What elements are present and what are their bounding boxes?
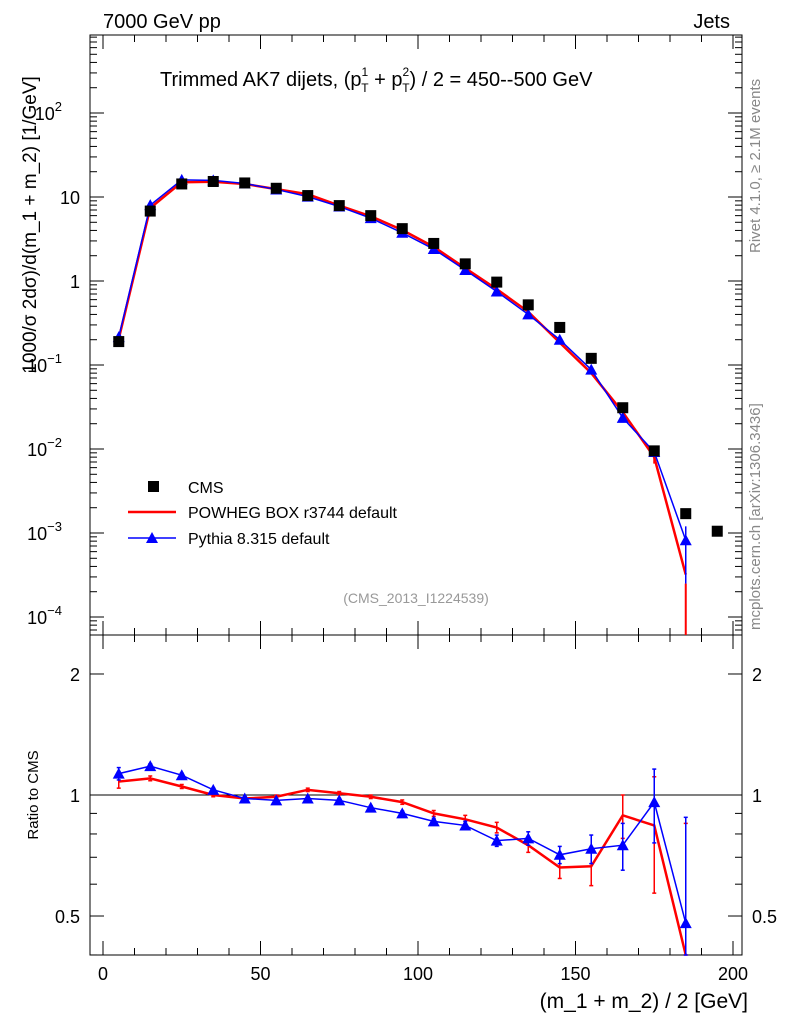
side-text-lower: mcplots.cern.ch [arXiv:1306.3436] (747, 403, 764, 630)
y-tick-label: 1 (70, 272, 80, 292)
title-sub-2: T (402, 81, 410, 95)
pythia-ratio-line (118, 765, 687, 924)
y-tick-label: 10−2 (27, 435, 62, 460)
cms-marker (711, 525, 723, 537)
side-text-upper: Rivet 4.1.0, ≥ 2.1M events (747, 79, 764, 253)
ratio-y-axis-label: Ratio to CMS (25, 750, 42, 839)
cms-marker (522, 299, 534, 311)
pythia-ratio-marker (301, 792, 314, 804)
cms-marker (270, 182, 282, 194)
analysis-tag: (CMS_2013_I1224539) (343, 590, 489, 606)
ratio-y-tick-label-left: 2 (70, 665, 80, 685)
cms-marker (585, 352, 597, 364)
y-axis-label: 1000/σ 2dσ)/d(m_1 + m_2) [1/GeV] (20, 76, 41, 374)
legend-cms-marker (148, 481, 159, 492)
pythia-ratio-marker (648, 796, 661, 808)
y-tick-label: 10−1 (27, 351, 62, 376)
pythia-ratio-marker (207, 783, 220, 795)
title-sub-1: T (361, 81, 369, 95)
pythia-ratio-marker (679, 917, 692, 929)
cms-marker (365, 210, 377, 222)
cms-marker (617, 402, 629, 414)
pythia-marker (522, 308, 535, 320)
ratio-y-tick-label-left: 1 (70, 786, 80, 806)
pythia-marker (616, 411, 629, 423)
pythia-ratio-marker (112, 767, 125, 779)
pythia-ratio-marker (427, 815, 440, 827)
title-sup-1: 1 (362, 65, 369, 79)
legend-cms-label: CMS (188, 480, 224, 497)
y-tick-label: 10−3 (27, 519, 62, 544)
cms-marker (333, 200, 345, 212)
x-tick-label: 100 (403, 964, 433, 984)
pythia-ratio-marker (144, 760, 157, 772)
header-right: Jets (693, 11, 730, 33)
x-tick-label: 0 (98, 964, 108, 984)
cms-marker (207, 175, 219, 187)
cms-marker (176, 178, 188, 190)
legend-pythia-label: Pythia 8.315 default (188, 531, 330, 548)
cms-marker (144, 205, 156, 217)
cms-marker (491, 276, 503, 288)
pythia-ratio-marker (238, 792, 251, 804)
legend: CMS POWHEG BOX r3744 default Pythia 8.31… (128, 480, 398, 548)
pythia-ratio-marker (459, 819, 472, 831)
cms-marker (680, 508, 692, 520)
cms-marker (239, 177, 251, 189)
cms-marker (113, 336, 125, 348)
header-left: 7000 GeV pp (103, 11, 221, 33)
pythia-marker (459, 264, 472, 276)
pythia-ratio-marker (270, 794, 283, 806)
pythia-ratio-marker (175, 769, 188, 781)
y-tick-label: 10 (60, 188, 80, 208)
cms-marker (554, 321, 566, 333)
ratio-y-tick-label-right: 1 (752, 786, 762, 806)
pythia-ratio-marker (333, 794, 346, 806)
y-tick-label: 102 (35, 99, 62, 124)
pythia-marker (679, 534, 692, 546)
x-axis-label: (m_1 + m_2) / 2 [GeV] (540, 990, 748, 1013)
pythia-ratio-marker (364, 801, 377, 813)
x-tick-label: 150 (560, 964, 590, 984)
ratio-y-tick-label-right: 2 (752, 665, 762, 685)
cms-marker (302, 190, 314, 202)
cms-marker (428, 237, 440, 249)
title-sup-2: 2 (403, 65, 410, 79)
pythia-ratio-marker (490, 834, 503, 846)
cms-marker (396, 223, 408, 235)
pythia-marker (585, 363, 598, 375)
pythia-ratio-marker (522, 832, 535, 844)
legend-pythia-marker (146, 532, 158, 543)
chart-title: Trimmed AK7 dijets, (p1 T + p2 T) / 2 = 45… (160, 65, 593, 95)
ratio-y-tick-label-right: 0.5 (752, 907, 777, 927)
pythia-ratio-marker (396, 807, 409, 819)
y-tick-label: 10−4 (27, 603, 62, 628)
x-tick-label: 50 (250, 964, 270, 984)
pythia-ratio-marker (616, 839, 629, 851)
x-tick-label: 200 (718, 964, 748, 984)
pythia-marker (553, 333, 566, 345)
cms-marker (648, 445, 660, 457)
ratio-y-tick-label-left: 0.5 (55, 907, 80, 927)
pythia-ratio-marker (585, 842, 598, 854)
pythia-marker (490, 285, 503, 297)
legend-powheg-label: POWHEG BOX r3744 default (188, 505, 398, 522)
cms-marker (459, 258, 471, 270)
pythia-ratio-marker (553, 848, 566, 860)
